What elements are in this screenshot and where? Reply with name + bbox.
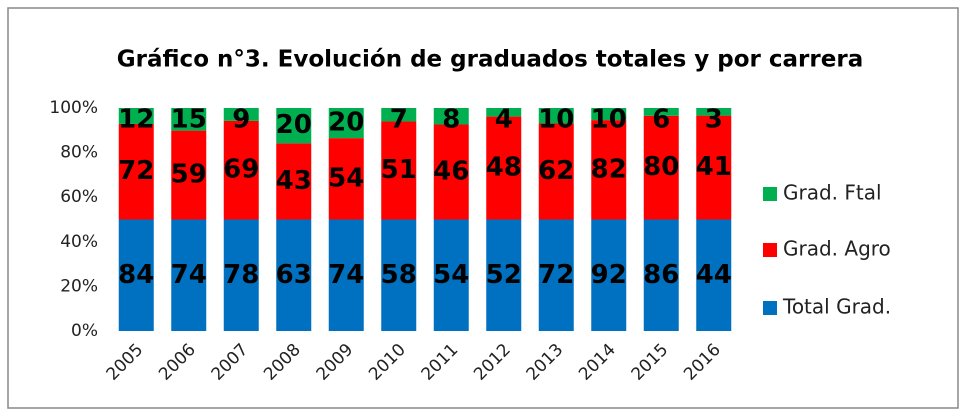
bar-segment — [696, 219, 732, 331]
legend-swatch — [763, 187, 777, 201]
y-tick-label: 100% — [49, 98, 98, 118]
bar-segment — [433, 219, 469, 331]
data-label: 10 — [538, 105, 574, 135]
data-label: 84 — [118, 260, 154, 290]
bar-segment — [276, 108, 312, 144]
data-label: 58 — [381, 260, 417, 290]
data-label: 51 — [381, 155, 417, 185]
bar-segment — [591, 108, 627, 121]
data-label: 12 — [118, 105, 154, 135]
bar-segment — [328, 219, 364, 331]
bar-segment — [118, 219, 154, 331]
bar-segment — [696, 108, 732, 116]
bar-segment — [223, 108, 259, 121]
data-label: 10 — [591, 105, 627, 135]
data-label: 82 — [591, 154, 627, 184]
legend-label: Total Grad. — [782, 295, 891, 319]
bar-segment — [118, 123, 154, 220]
bar-segment — [223, 120, 259, 220]
legend-swatch — [763, 243, 777, 257]
data-label: 74 — [171, 260, 207, 290]
data-label: 69 — [223, 155, 259, 185]
bar-segment — [486, 116, 522, 220]
data-label: 48 — [486, 153, 522, 183]
bar-segment — [696, 115, 732, 220]
data-label: 92 — [591, 260, 627, 290]
data-label: 20 — [328, 108, 364, 138]
data-label: 86 — [643, 260, 679, 290]
data-label: 43 — [276, 166, 312, 196]
bar-segment — [538, 219, 574, 331]
data-label: 41 — [696, 152, 732, 182]
data-label: 63 — [276, 260, 312, 290]
bar-segment — [171, 130, 207, 220]
bar-segment — [276, 143, 312, 220]
data-label: 62 — [538, 156, 574, 186]
data-label: 15 — [171, 105, 207, 135]
bar-segment — [171, 219, 207, 331]
y-tick-label: 20% — [60, 276, 98, 296]
bar-segment — [643, 115, 679, 220]
bar-segment — [486, 219, 522, 331]
data-label: 52 — [486, 260, 522, 290]
bar-segment — [223, 219, 259, 331]
bar-segment — [538, 123, 574, 220]
bar-segment — [538, 108, 574, 124]
bar-segment — [643, 108, 679, 116]
bar-segment — [591, 219, 627, 331]
bar-segment — [276, 219, 312, 331]
bar-segment — [381, 219, 417, 331]
data-label: 78 — [223, 260, 259, 290]
bar-segment — [171, 108, 207, 131]
data-label: 8 — [442, 105, 460, 135]
data-label: 54 — [328, 163, 364, 193]
bar-segment — [433, 124, 469, 220]
data-label: 44 — [696, 260, 732, 290]
data-label: 4 — [495, 105, 513, 135]
legend-label: Grad. Agro — [783, 237, 891, 261]
bar-segment — [328, 108, 364, 139]
data-label: 74 — [328, 260, 364, 290]
bar-segment — [643, 219, 679, 331]
legend-label: Grad. Ftal — [783, 181, 882, 205]
y-tick-label: 0% — [71, 321, 98, 341]
legend-swatch — [763, 301, 777, 315]
data-label: 6 — [652, 105, 670, 135]
data-label: 59 — [171, 160, 207, 190]
y-tick-label: 40% — [60, 232, 98, 252]
data-label: 54 — [433, 260, 469, 290]
bar-segment — [381, 108, 417, 122]
y-tick-label: 60% — [60, 187, 98, 207]
data-label: 72 — [538, 260, 574, 290]
y-tick-label: 80% — [60, 143, 98, 163]
data-label: 3 — [705, 105, 723, 135]
data-label: 7 — [390, 105, 408, 135]
data-label: 20 — [276, 110, 312, 140]
data-label: 9 — [232, 105, 250, 135]
data-label: 46 — [433, 157, 469, 187]
data-label: 80 — [643, 152, 679, 182]
bar-segment — [486, 108, 522, 117]
bar-segment — [118, 108, 154, 124]
bar-segment — [328, 138, 364, 220]
bar-segment — [591, 120, 627, 220]
bar-segment — [433, 108, 469, 125]
chart-title: Gráfico n°3. Evolución de graduados tota… — [117, 47, 863, 73]
data-label: 72 — [118, 156, 154, 186]
bar-segment — [381, 121, 417, 220]
chart-border — [7, 7, 959, 409]
